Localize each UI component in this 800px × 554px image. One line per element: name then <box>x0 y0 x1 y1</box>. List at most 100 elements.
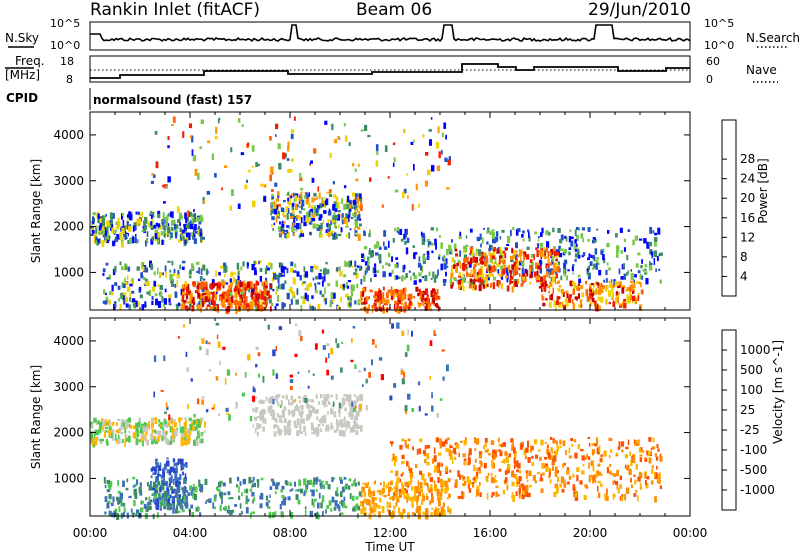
power-cell-1986 <box>395 293 399 297</box>
power-cell-914 <box>215 282 219 286</box>
velocity-cell-1418 <box>577 444 581 450</box>
velocity-cell-776 <box>344 505 348 509</box>
power-cell-450 <box>354 300 357 305</box>
velocity-cell-1212 <box>532 475 536 481</box>
power-cell-648 <box>117 298 120 302</box>
power-cell-1263 <box>547 231 551 236</box>
velocity-cell-1362 <box>619 484 623 489</box>
velocity-cell-1689 <box>425 508 429 515</box>
velocity-cell-1432 <box>576 467 580 473</box>
power-cell-1366 <box>590 254 593 258</box>
power-cell-651 <box>131 298 136 303</box>
power-cell-2263 <box>615 297 618 304</box>
power-cell-1927 <box>549 252 552 257</box>
power-cell-1533 <box>403 233 406 240</box>
power-cell-2359 <box>275 134 277 137</box>
velocity-cell-1727 <box>398 511 402 517</box>
velocity-cell-407 <box>309 411 313 416</box>
velocity-cell-1301 <box>539 477 544 482</box>
power-cell-925 <box>204 296 208 303</box>
power-cell-2070 <box>386 292 389 299</box>
velocity-cell-31 <box>158 424 162 427</box>
power-cell-2268 <box>598 305 601 311</box>
velocity-cell-1713 <box>363 491 366 497</box>
power-cell-2107 <box>425 297 429 304</box>
power-cell-854 <box>185 286 190 294</box>
power-cell-671 <box>236 304 240 309</box>
power-cell-1290 <box>383 241 385 247</box>
velocity-cell-1150 <box>445 465 448 472</box>
power-cell-714 <box>173 268 176 274</box>
velocity-cell-100 <box>196 436 199 443</box>
velocity-cell-1627 <box>378 511 381 518</box>
power-cell-1881 <box>499 258 503 263</box>
power-cell-2400 <box>282 152 286 160</box>
power-cell-1212 <box>332 218 336 223</box>
power-cell-1357 <box>616 251 619 258</box>
power-cell-1403 <box>463 245 466 250</box>
power-colorbar-label: Power [dB] <box>756 158 770 223</box>
velocity-cell-466 <box>330 422 333 429</box>
power-cell-2065 <box>401 294 405 298</box>
freq-label: Freq. <box>15 54 45 68</box>
power-cell-1716 <box>489 253 493 259</box>
power-cell-276 <box>196 216 200 222</box>
power-cell-1803 <box>525 254 530 260</box>
power-cell-2078 <box>409 300 412 306</box>
velocity-cell-786 <box>289 482 293 487</box>
power-cell-1598 <box>445 265 449 268</box>
velocity-cell-1724 <box>431 496 435 503</box>
power-cell-1854 <box>543 252 546 256</box>
velocity-cell-735 <box>274 491 277 495</box>
power-cell-222 <box>154 233 158 240</box>
velocity-cell-1523 <box>519 483 522 489</box>
power-cell-1769 <box>462 273 465 278</box>
power-cell-988 <box>291 208 295 214</box>
power-cell-1296 <box>388 272 392 277</box>
power-cell-678 <box>126 275 129 281</box>
velocity-cell-1455 <box>449 469 452 473</box>
velocity-cell-1792 <box>206 409 209 413</box>
power-cell-991 <box>345 213 348 220</box>
power-cell-882 <box>230 301 233 309</box>
power-cell-2048 <box>418 304 421 308</box>
velocity-cell-535 <box>150 467 153 472</box>
velocity-cell-1492 <box>459 496 463 499</box>
velocity-cell-1449 <box>393 490 397 493</box>
velocity-cell-1775 <box>400 368 404 371</box>
power-cell-19 <box>192 213 196 220</box>
power-cell-1438 <box>369 229 371 235</box>
freq-tick-top: 18 <box>60 55 74 68</box>
velocity-cell-1347 <box>462 453 466 458</box>
power-cell-2179 <box>593 283 595 288</box>
velocity-cell-502 <box>317 423 321 427</box>
power-cell-268 <box>95 236 98 244</box>
velocity-cell-232 <box>197 420 201 428</box>
power-cell-343 <box>165 271 167 278</box>
power-cell-1600 <box>587 269 590 277</box>
velocity-cell-993 <box>311 489 315 497</box>
velocity-cell-132 <box>98 428 102 434</box>
power-cell-916 <box>255 280 258 286</box>
power-cell-2131 <box>552 287 555 294</box>
power-cell-2337 <box>274 182 278 187</box>
power-cell-1011 <box>316 196 318 200</box>
power-cell-2180 <box>596 303 599 308</box>
power-cell-1934 <box>492 282 496 290</box>
velocity-cell-1666 <box>401 490 405 494</box>
velocity-cell-773 <box>341 486 345 493</box>
power-cell-1717 <box>478 284 482 292</box>
power-cell-2222 <box>623 298 626 302</box>
velocity-cell-364 <box>348 411 352 418</box>
velocity-cell-1020 <box>147 502 149 507</box>
velocity-cell-704 <box>158 492 161 498</box>
power-cell-2233 <box>592 297 595 303</box>
power-cell-2145 <box>572 288 576 295</box>
velocity-cell-1661 <box>447 509 451 513</box>
power-cell-1592 <box>659 252 663 256</box>
power-cell-428 <box>317 304 321 310</box>
power-cell-1208 <box>337 233 342 237</box>
power-cell-1492 <box>536 243 540 247</box>
velocity-cell-868 <box>309 479 313 485</box>
velocity-cell-240 <box>122 422 125 427</box>
